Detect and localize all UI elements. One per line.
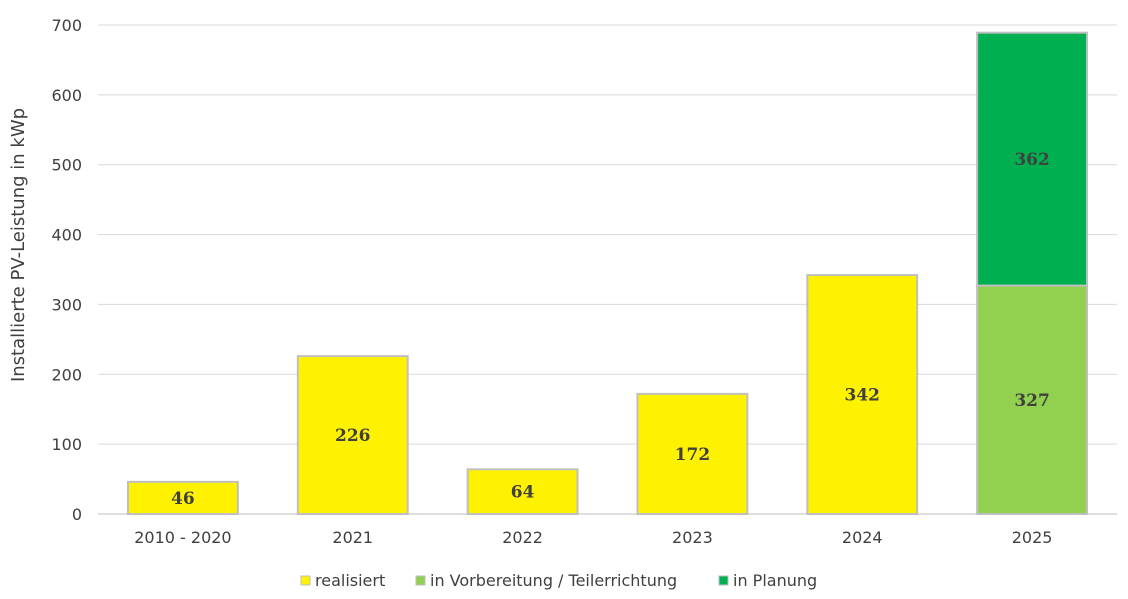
bar-value-label: 64 <box>511 483 535 503</box>
y-tick-label: 500 <box>51 156 82 175</box>
legend: realisiert in Vorbereitung / Teilerrichtu… <box>300 571 817 590</box>
bar-value-label: 46 <box>171 489 195 509</box>
data-labels: 46 226 64 172 342 327 362 <box>171 150 1050 509</box>
bar-value-label: 342 <box>845 386 881 406</box>
y-tick-label: 200 <box>51 365 82 384</box>
gridlines <box>98 24 1117 515</box>
x-tick-label: 2010 - 2020 <box>134 528 231 547</box>
x-axis-ticks: 2010 - 2020 2021 2022 2023 2024 2025 <box>134 528 1052 547</box>
y-tick-label: 0 <box>72 505 82 524</box>
x-tick-label: 2023 <box>672 528 713 547</box>
bar-segment <box>806 274 919 515</box>
y-axis-ticks: 0 100 200 300 400 500 600 700 <box>51 16 82 524</box>
y-axis-label: Installierte PV-Leistung in kWp <box>8 108 29 382</box>
bar-segment <box>126 480 239 516</box>
bar-value-label: 362 <box>1014 150 1050 170</box>
y-tick-label: 600 <box>51 86 82 105</box>
bar-segment <box>636 392 749 515</box>
bar-segment <box>466 468 579 516</box>
bar-segment <box>296 355 409 515</box>
legend-swatch <box>300 575 311 586</box>
x-tick-label: 2021 <box>332 528 373 547</box>
bar-value-label: 172 <box>675 445 711 465</box>
y-tick-label: 700 <box>51 16 82 35</box>
x-tick-label: 2024 <box>842 528 883 547</box>
x-tick-label: 2025 <box>1012 528 1053 547</box>
legend-label: realisiert <box>315 571 385 590</box>
legend-label: in Vorbereitung / Teilerrichtung <box>430 571 677 590</box>
bar-segment <box>976 31 1089 287</box>
y-tick-label: 100 <box>51 435 82 454</box>
y-tick-label: 400 <box>51 226 82 245</box>
legend-swatch <box>415 575 426 586</box>
legend-label: in Planung <box>733 571 817 590</box>
legend-swatch <box>718 575 729 586</box>
x-tick-label: 2022 <box>502 528 543 547</box>
bar-value-label: 226 <box>335 426 371 446</box>
y-tick-label: 300 <box>51 295 82 314</box>
bar-value-label: 327 <box>1014 391 1050 411</box>
bars <box>126 31 1089 516</box>
